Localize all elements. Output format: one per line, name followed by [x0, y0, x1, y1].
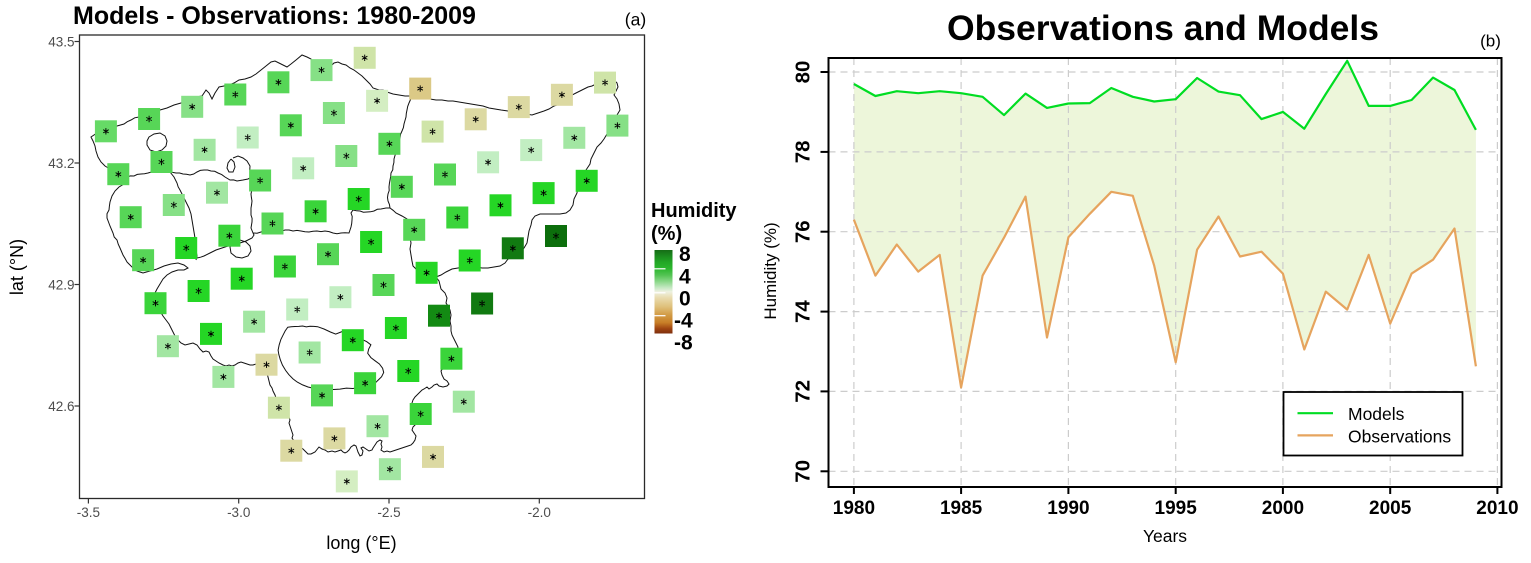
svg-text:43.5: 43.5: [48, 34, 74, 49]
svg-text:1995: 1995: [1155, 498, 1198, 519]
svg-text:-2.0: -2.0: [528, 505, 551, 520]
svg-text:(b): (b): [1480, 32, 1501, 51]
svg-text:Years: Years: [1143, 526, 1187, 546]
svg-text:1980: 1980: [833, 498, 875, 519]
svg-text:78: 78: [791, 140, 814, 163]
svg-text:Observations: Observations: [1348, 426, 1451, 446]
svg-text:1985: 1985: [940, 498, 983, 519]
svg-text:76: 76: [791, 220, 814, 243]
svg-text:74: 74: [791, 300, 814, 323]
svg-text:Humidity: Humidity: [651, 200, 737, 222]
svg-text:2005: 2005: [1369, 498, 1412, 519]
svg-text:long (°E): long (°E): [326, 533, 396, 553]
svg-text:1990: 1990: [1047, 498, 1089, 519]
svg-text:-8: -8: [674, 332, 693, 355]
svg-text:43.2: 43.2: [48, 156, 74, 171]
svg-text:Humidity (%): Humidity (%): [761, 222, 780, 319]
svg-text:Models: Models: [1348, 404, 1405, 424]
svg-text:42.6: 42.6: [48, 399, 74, 414]
svg-text:2010: 2010: [1476, 498, 1518, 519]
svg-text:-3.0: -3.0: [227, 505, 250, 520]
svg-text:70: 70: [791, 460, 814, 483]
svg-text:2000: 2000: [1262, 498, 1304, 519]
svg-text:42.9: 42.9: [48, 277, 74, 292]
svg-text:-3.5: -3.5: [77, 505, 100, 520]
svg-text:72: 72: [791, 380, 814, 403]
svg-text:Models - Observations: 1980-20: Models - Observations: 1980-2009: [73, 2, 476, 30]
svg-text:-4: -4: [674, 310, 693, 333]
svg-text:(%): (%): [651, 223, 682, 245]
svg-text:-2.5: -2.5: [377, 505, 400, 520]
svg-text:80: 80: [791, 61, 814, 84]
svg-text:lat (°N): lat (°N): [7, 239, 27, 295]
svg-text:Observations and Models: Observations and Models: [947, 8, 1379, 48]
svg-text:4: 4: [679, 266, 691, 289]
svg-text:(a): (a): [625, 10, 646, 30]
svg-text:0: 0: [679, 288, 691, 311]
svg-text:8: 8: [679, 243, 691, 266]
